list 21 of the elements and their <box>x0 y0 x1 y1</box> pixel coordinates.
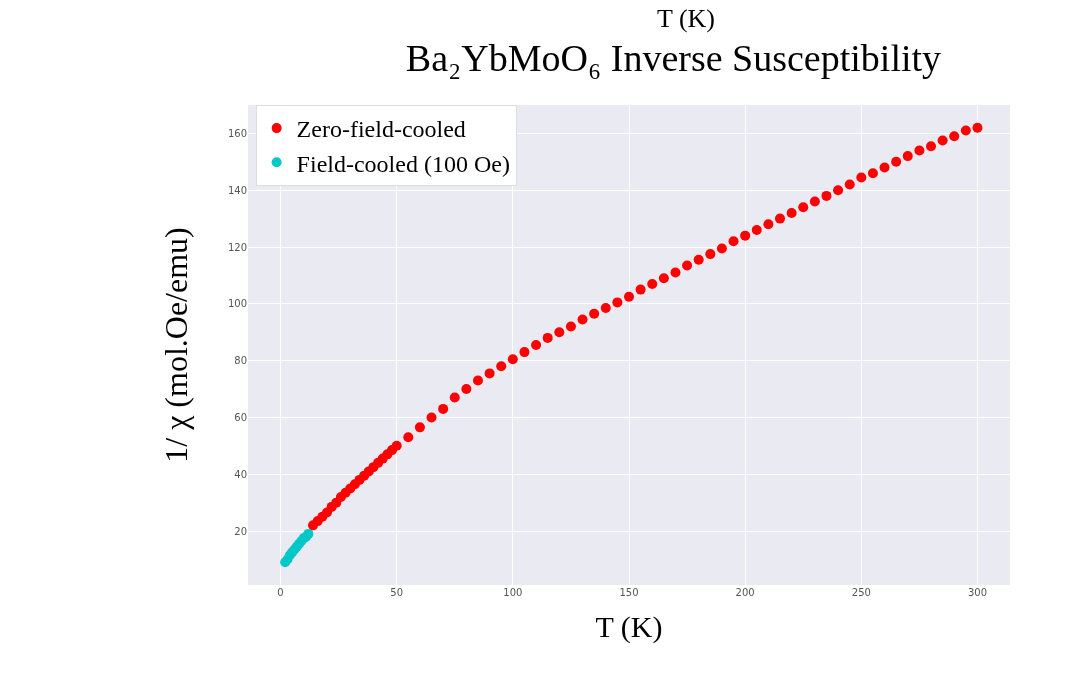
chart-title: Ba₂YbMoO₆ Inverse Susceptibility <box>405 36 942 79</box>
y-tick-label: 20 <box>234 525 247 537</box>
x-tick-label: 100 <box>503 587 523 598</box>
legend-label: Field-cooled (100 Oe) <box>296 150 510 177</box>
legend-label: Zero-field-cooled <box>296 116 466 143</box>
y-tick-label: 80 <box>234 355 247 367</box>
x-tick-label: 0 <box>277 587 284 598</box>
y-tick-label: 60 <box>234 411 247 423</box>
y-tick-label: 160 <box>227 127 247 139</box>
y-axis-title: 1/ χ (mol.Oe/emu) <box>158 227 195 463</box>
y-tick-label: 40 <box>234 468 247 480</box>
x-tick-label: 150 <box>619 587 639 598</box>
y-tick-label: 120 <box>227 241 247 253</box>
y-tick-label: 100 <box>227 298 247 310</box>
x-tick-label: 250 <box>851 587 871 598</box>
x-axis-title: T (K) <box>595 609 663 644</box>
x-tick-label: 300 <box>967 587 988 598</box>
x-tick-label: 200 <box>735 587 755 598</box>
x-tick-label: 50 <box>390 587 404 598</box>
text: T (K) <box>657 4 716 33</box>
y-tick-label: 140 <box>227 184 247 196</box>
